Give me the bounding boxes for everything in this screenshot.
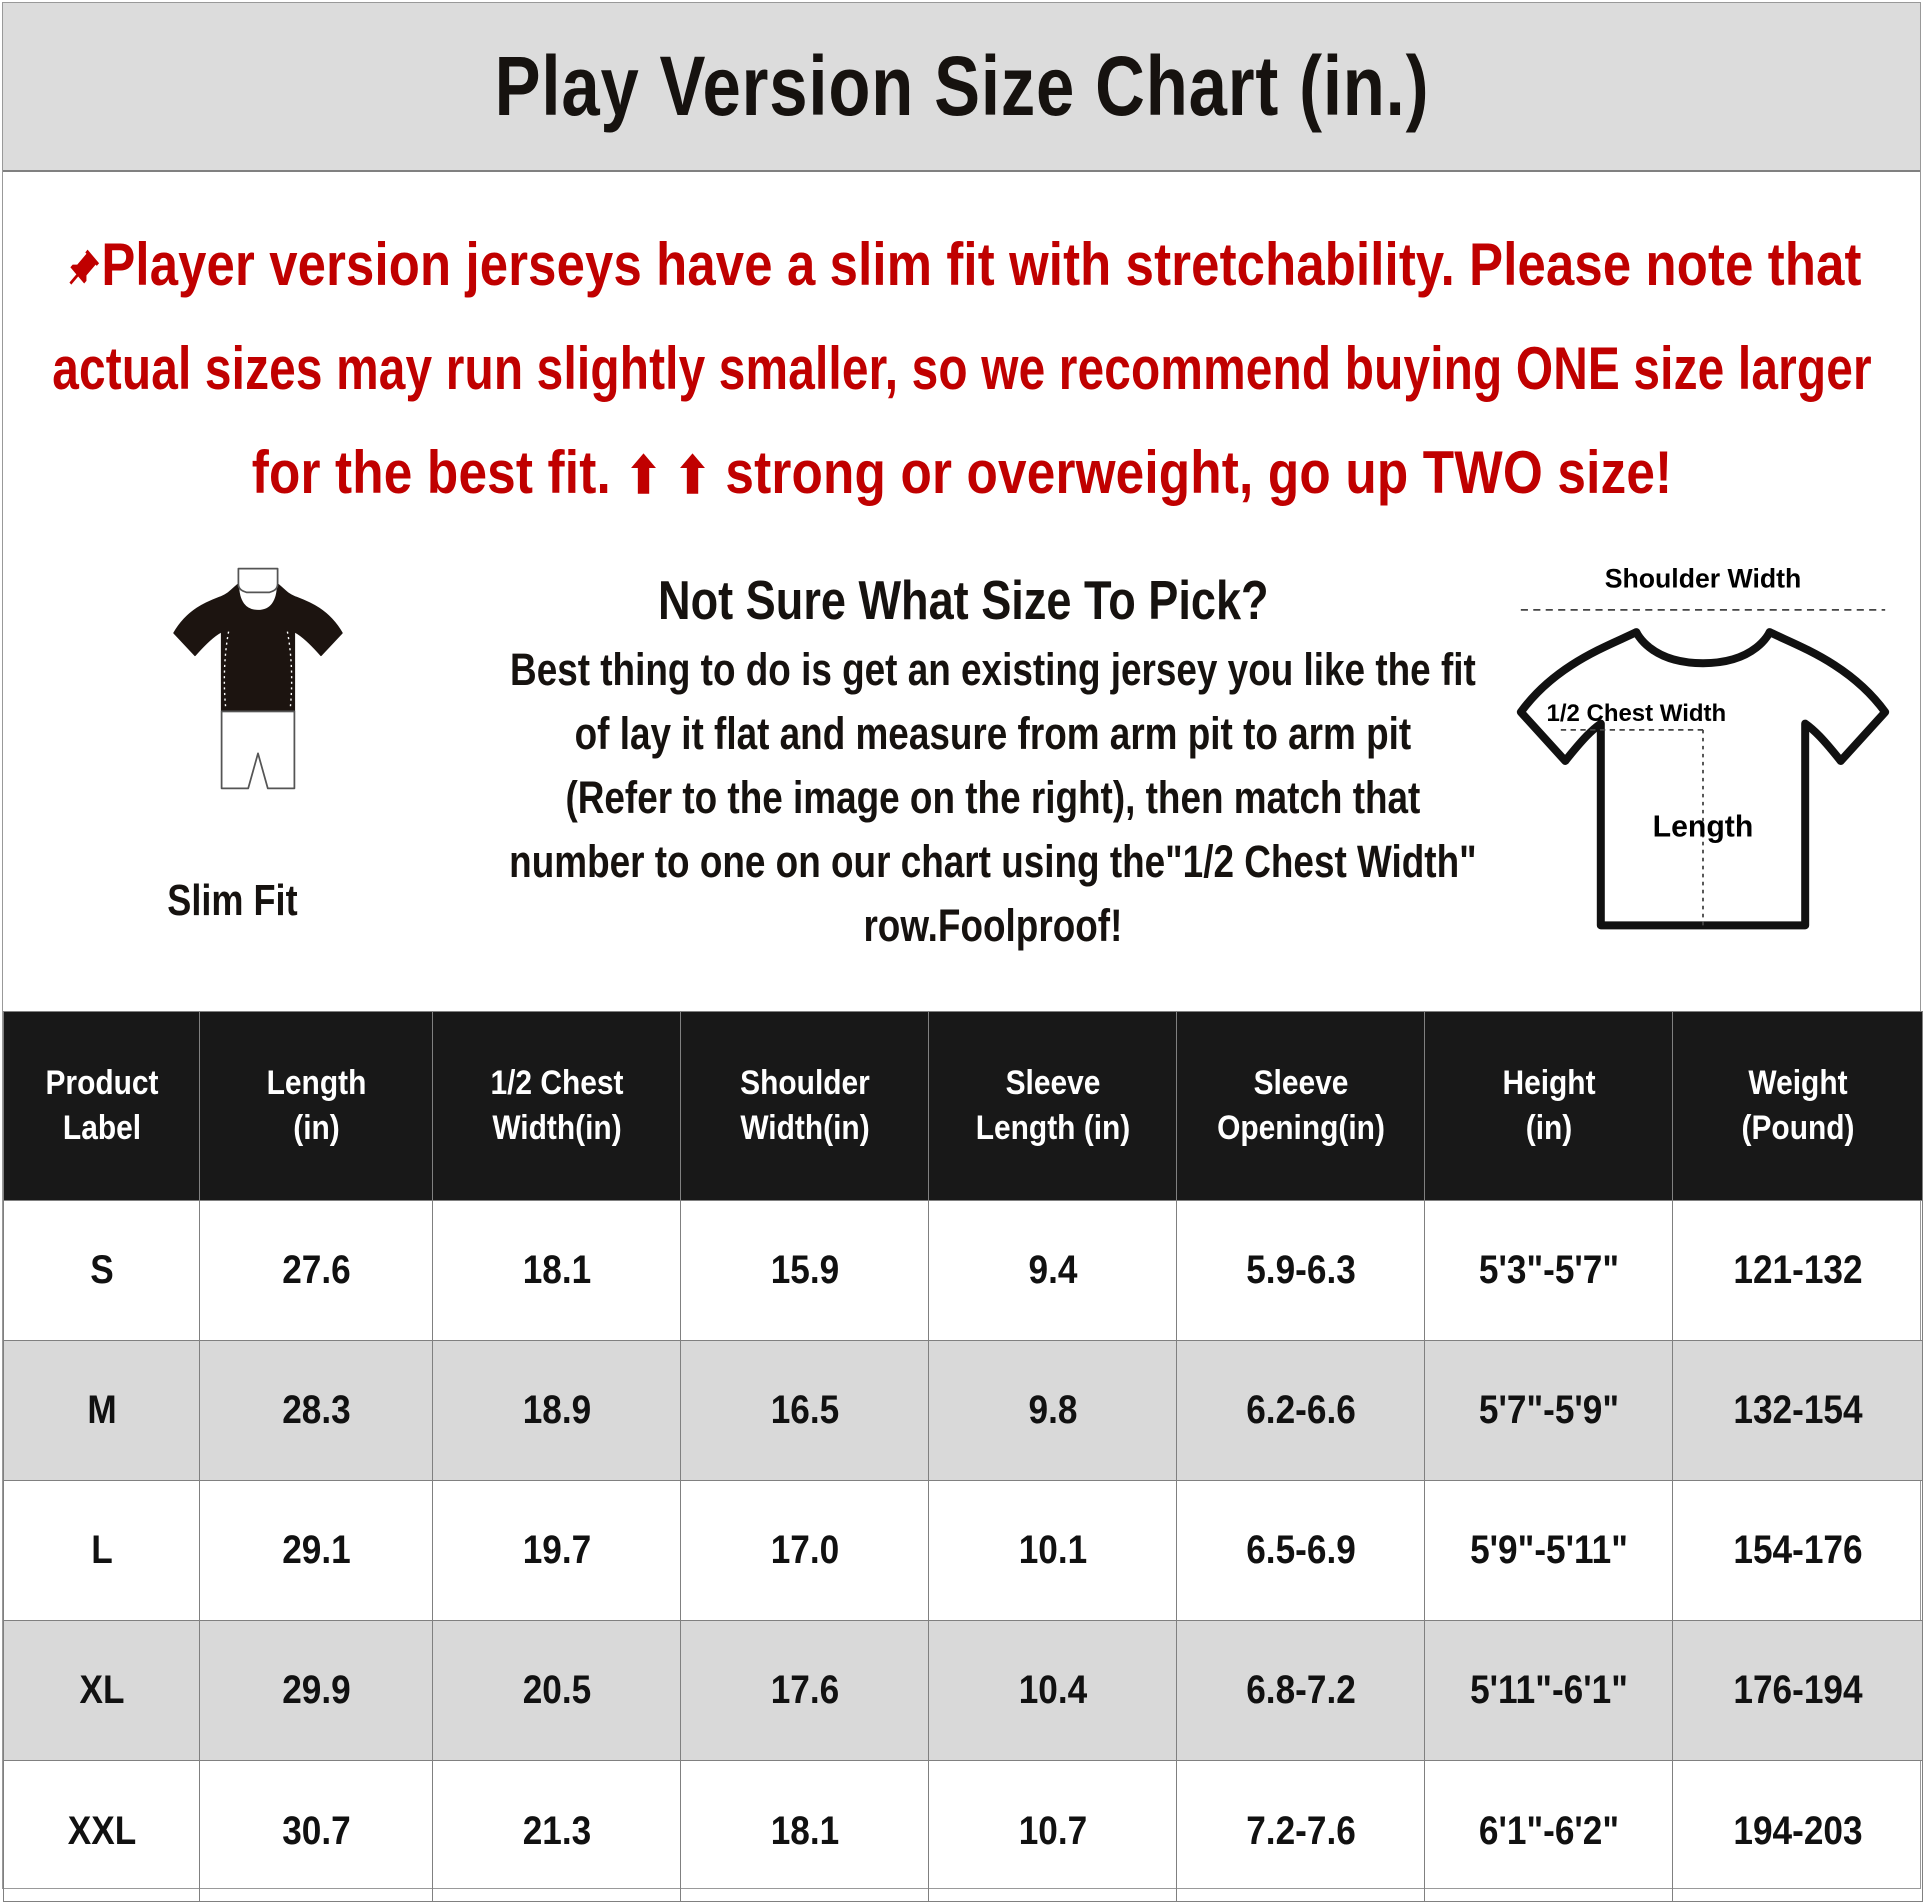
svg-text:Shoulder Width: Shoulder Width (1605, 564, 1802, 594)
svg-text:Length: Length (1653, 810, 1754, 843)
svg-text:1/2 Chest Width: 1/2 Chest Width (1547, 700, 1727, 727)
